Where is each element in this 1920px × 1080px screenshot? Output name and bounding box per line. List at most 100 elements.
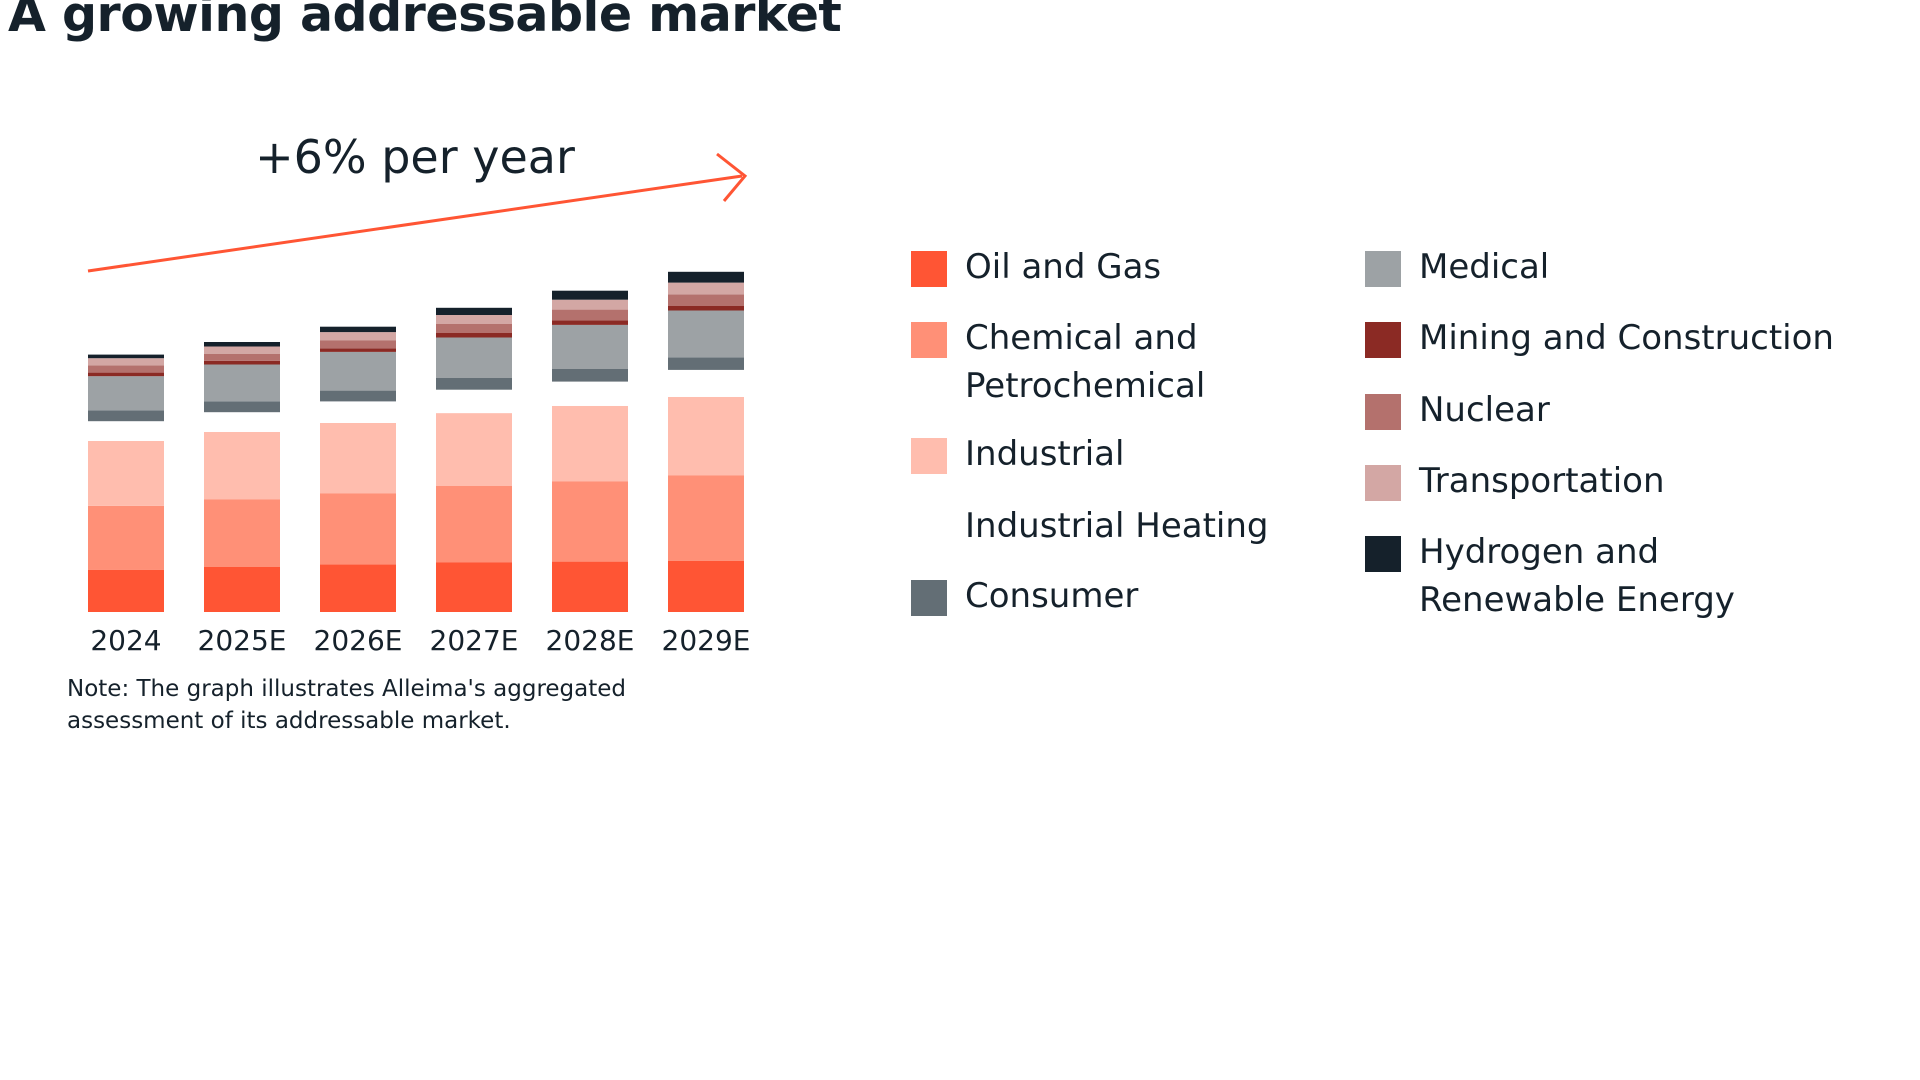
bar-segment-oil-and-gas-2024 bbox=[88, 569, 164, 612]
bar-segment-mining-and-construction-2028e bbox=[552, 320, 628, 325]
bar-segment-hydrogen-and-renewable-energy-2027e bbox=[436, 307, 512, 315]
legend-swatch bbox=[1365, 251, 1401, 287]
bar-segment-mining-and-construction-2026e bbox=[320, 348, 396, 352]
bar-group bbox=[88, 271, 744, 612]
legend-item-industrial: Industrial bbox=[911, 434, 1405, 478]
bar-segment-industrial-2027e bbox=[436, 413, 512, 486]
bar-segment-nuclear-2026e bbox=[320, 340, 396, 349]
growth-arrow-head bbox=[716, 152, 748, 202]
bar-segment-transportation-2029e bbox=[668, 282, 744, 295]
bar-segment-chemical-and-petrochemical-2024 bbox=[88, 505, 164, 570]
legend-swatch bbox=[911, 322, 947, 358]
bar-segment-chemical-and-petrochemical-2026e bbox=[320, 493, 396, 565]
legend-item-industrial-heating: Industrial Heating bbox=[911, 506, 1405, 550]
bar-segment-hydrogen-and-renewable-energy-2026e bbox=[320, 326, 396, 333]
bar-segment-mining-and-construction-2027e bbox=[436, 333, 512, 338]
chart-note: Note: The graph illustrates Alleima's ag… bbox=[67, 676, 627, 734]
bar-segment-consumer-2028e bbox=[552, 369, 628, 382]
legend-swatch bbox=[1365, 465, 1401, 501]
legend-item-medical: Medical bbox=[1365, 247, 1859, 291]
bar-segment-oil-and-gas-2028e bbox=[552, 561, 628, 612]
bar-segment-oil-and-gas-2025e bbox=[204, 567, 280, 612]
bar-segment-nuclear-2028e bbox=[552, 309, 628, 321]
legend-label: Industrial bbox=[965, 434, 1125, 474]
bar-segment-mining-and-construction-2029e bbox=[668, 306, 744, 311]
x-tick-label: 2029E bbox=[662, 624, 751, 657]
bar-segment-hydrogen-and-renewable-energy-2028e bbox=[552, 290, 628, 300]
legend-label: Transportation bbox=[1419, 461, 1665, 501]
bar-segment-mining-and-construction-2024 bbox=[88, 372, 164, 377]
bar-segment-mining-and-construction-2025e bbox=[204, 360, 280, 365]
legend-label: Consumer bbox=[965, 576, 1139, 616]
bar-segment-industrial-2024 bbox=[88, 441, 164, 506]
bar-segment-nuclear-2029e bbox=[668, 294, 744, 306]
x-tick-label: 2025E bbox=[198, 624, 287, 657]
legend-item-transportation: Transportation bbox=[1365, 461, 1859, 505]
stacked-bar-chart: 2024 2025E 2026E 2027E 2028E 2029E +6% per ye… bbox=[87, 130, 750, 657]
legend-label: Mining and Construction bbox=[1419, 318, 1834, 358]
bar-segment-industrial-2026e bbox=[320, 423, 396, 494]
legend-swatch bbox=[911, 580, 947, 616]
bar-segment-chemical-and-petrochemical-2025e bbox=[204, 499, 280, 567]
bar-segment-medical-2027e bbox=[436, 337, 512, 378]
x-tick-label: 2027E bbox=[430, 624, 519, 657]
x-tick-label: 2028E bbox=[546, 624, 635, 657]
legend-item-nuclear: Nuclear bbox=[1365, 390, 1859, 434]
x-axis-ticks: 2024 2025E 2026E 2027E 2028E 2029E bbox=[90, 624, 750, 657]
bar-segment-consumer-2026e bbox=[320, 390, 396, 402]
x-tick-label: 2024 bbox=[90, 624, 161, 657]
bar-segment-oil-and-gas-2029e bbox=[668, 560, 744, 612]
growth-trend-arrow bbox=[87, 174, 743, 273]
legend-label: Industrial Heating bbox=[965, 506, 1269, 546]
bar-segment-consumer-2027e bbox=[436, 378, 512, 390]
legend-item-mining-and-construction: Mining and Construction bbox=[1365, 318, 1859, 362]
bar-segment-medical-2026e bbox=[320, 351, 396, 391]
bar-segment-industrial-2025e bbox=[204, 432, 280, 500]
bar-segment-transportation-2024 bbox=[88, 358, 164, 366]
legend-swatch bbox=[1365, 394, 1401, 430]
bar-segment-industrial-heating-2027e bbox=[436, 389, 512, 414]
legend-item-consumer: Consumer bbox=[911, 576, 1405, 620]
legend-swatch bbox=[911, 438, 947, 474]
bar-segment-medical-2024 bbox=[88, 376, 164, 411]
bar-segment-consumer-2025e bbox=[204, 401, 280, 413]
bar-segment-medical-2025e bbox=[204, 364, 280, 402]
growth-annotation: +6% per year bbox=[255, 130, 575, 184]
legend-swatch bbox=[911, 251, 947, 287]
legend-label: Medical bbox=[1419, 247, 1550, 287]
bar-segment-oil-and-gas-2027e bbox=[436, 562, 512, 612]
legend-label: Hydrogen and Renewable Energy bbox=[1419, 532, 1735, 620]
bar-segment-chemical-and-petrochemical-2028e bbox=[552, 481, 628, 562]
bar-segment-hydrogen-and-renewable-energy-2025e bbox=[204, 342, 280, 347]
bar-segment-oil-and-gas-2026e bbox=[320, 564, 396, 612]
bar-segment-consumer-2029e bbox=[668, 357, 744, 370]
bar-segment-industrial-2029e bbox=[668, 396, 744, 476]
bar-segment-medical-2028e bbox=[552, 324, 628, 369]
bar-segment-hydrogen-and-renewable-energy-2029e bbox=[668, 271, 744, 283]
bar-segment-industrial-heating-2028e bbox=[552, 381, 628, 406]
legend-label: Nuclear bbox=[1419, 390, 1550, 430]
bar-segment-nuclear-2024 bbox=[88, 365, 164, 373]
bar-segment-transportation-2028e bbox=[552, 299, 628, 310]
legend-swatch bbox=[1365, 322, 1401, 358]
bar-segment-hydrogen-and-renewable-energy-2024 bbox=[88, 354, 164, 359]
bar-segment-industrial-heating-2026e bbox=[320, 401, 396, 423]
x-tick-label: 2026E bbox=[314, 624, 403, 657]
bar-segment-transportation-2026e bbox=[320, 332, 396, 341]
legend-label: Chemical and Petrochemical bbox=[965, 318, 1206, 406]
bar-segment-industrial-2028e bbox=[552, 405, 628, 482]
bar-segment-transportation-2025e bbox=[204, 346, 280, 354]
legend-swatch bbox=[911, 510, 947, 546]
bar-segment-medical-2029e bbox=[668, 310, 744, 358]
legend-label: Oil and Gas bbox=[965, 247, 1162, 287]
page-title: A growing addressable market bbox=[8, 0, 842, 43]
bar-segment-industrial-heating-2025e bbox=[204, 412, 280, 432]
bar-segment-nuclear-2025e bbox=[204, 353, 280, 361]
legend-swatch bbox=[1365, 536, 1401, 572]
legend-item-chemical-and-petrochemical: Chemical and Petrochemical bbox=[911, 318, 1235, 410]
bar-segment-chemical-and-petrochemical-2029e bbox=[668, 475, 744, 561]
bar-segment-industrial-heating-2024 bbox=[88, 421, 164, 441]
bar-segment-industrial-heating-2029e bbox=[668, 369, 744, 397]
bar-segment-transportation-2027e bbox=[436, 315, 512, 324]
legend-item-oil-and-gas: Oil and Gas bbox=[911, 247, 1405, 291]
